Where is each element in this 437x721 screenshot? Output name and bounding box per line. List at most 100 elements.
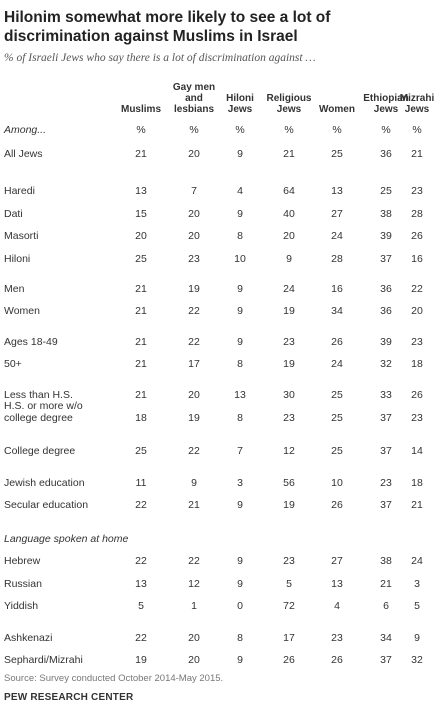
table-cell: 25 xyxy=(331,148,343,160)
table-cell: 34 xyxy=(380,632,392,644)
column-header-line: Jews xyxy=(227,104,253,115)
table-cell: 20 xyxy=(188,230,200,242)
row-label: Women xyxy=(4,305,40,317)
table-cell: 9 xyxy=(237,555,243,567)
table-cell: 5 xyxy=(414,600,420,612)
table-cell: 9 xyxy=(237,208,243,220)
chart-subtitle: % of Israeli Jews who say there is a lot… xyxy=(4,52,316,64)
table-cell: 26 xyxy=(331,499,343,511)
table-cell: 17 xyxy=(188,358,200,370)
column-header: Religious Jews xyxy=(266,93,311,115)
table-cell: 13 xyxy=(234,389,246,401)
table-cell: 19 xyxy=(188,283,200,295)
table-cell: 13 xyxy=(135,578,147,590)
column-header-line: Religious xyxy=(266,93,312,104)
table-cell: 56 xyxy=(283,477,295,489)
table-cell: 72 xyxy=(283,600,295,612)
table-cell: 15 xyxy=(135,208,147,220)
column-header-line: Gay men xyxy=(172,82,216,93)
row-label: Hiloni xyxy=(4,253,31,265)
row-label: Less than H.S. xyxy=(4,389,73,401)
column-header: Gay men and lesbians xyxy=(173,82,215,115)
row-label: Haredi xyxy=(4,185,35,197)
table-cell: 14 xyxy=(411,445,423,457)
table-cell: 3 xyxy=(414,578,420,590)
table-cell: 23 xyxy=(283,336,295,348)
table-cell: 26 xyxy=(411,389,423,401)
table-cell: 8 xyxy=(237,412,243,424)
table-cell: 12 xyxy=(188,578,200,590)
table-cell: 9 xyxy=(237,578,243,590)
table-cell: 4 xyxy=(237,185,243,197)
table-cell: 10 xyxy=(331,477,343,489)
table-cell: 22 xyxy=(135,632,147,644)
table-cell: 22 xyxy=(411,283,423,295)
table-cell: 3 xyxy=(237,477,243,489)
table-cell: 20 xyxy=(283,230,295,242)
table-cell: 18 xyxy=(135,412,147,424)
table-cell: 9 xyxy=(237,336,243,348)
table-cell: 7 xyxy=(237,445,243,457)
table-cell: 24 xyxy=(283,283,295,295)
table-cell: 26 xyxy=(331,336,343,348)
table-cell: 24 xyxy=(331,358,343,370)
table-cell: 25 xyxy=(331,445,343,457)
table-cell: 21 xyxy=(411,148,423,160)
table-cell: 20 xyxy=(135,230,147,242)
table-cell: 20 xyxy=(188,632,200,644)
table-cell: 5 xyxy=(138,600,144,612)
table-cell: 37 xyxy=(380,499,392,511)
table-cell: 64 xyxy=(283,185,295,197)
column-header: Ethiopian Jews xyxy=(363,93,409,115)
row-label: Sephardi/Mizrahi xyxy=(4,654,83,666)
table-cell: 10 xyxy=(234,253,246,265)
table-cell: 5 xyxy=(286,578,292,590)
row-label: College degree xyxy=(4,445,76,457)
table-cell: 36 xyxy=(380,305,392,317)
table-cell: 38 xyxy=(380,208,392,220)
table-cell: 23 xyxy=(283,555,295,567)
row-label: 50+ xyxy=(4,358,22,370)
table-cell: 20 xyxy=(188,208,200,220)
table-cell: 9 xyxy=(237,148,243,160)
table-cell: 21 xyxy=(135,358,147,370)
table-cell: % xyxy=(332,124,342,136)
table-cell: 13 xyxy=(331,578,343,590)
table-cell: 21 xyxy=(380,578,392,590)
table-cell: 19 xyxy=(135,654,147,666)
table-cell: 21 xyxy=(283,148,295,160)
table-cell: 23 xyxy=(283,412,295,424)
table-cell: 21 xyxy=(135,305,147,317)
row-label: Russian xyxy=(4,578,42,590)
column-header-line: Hiloni xyxy=(226,93,254,104)
table-cell: % xyxy=(284,124,294,136)
column-header-line: Mizrahi xyxy=(399,93,435,104)
column-header-line: Muslims xyxy=(120,104,162,115)
column-header-line: and xyxy=(185,93,203,104)
table-cell: 25 xyxy=(380,185,392,197)
table-cell: 23 xyxy=(411,336,423,348)
table-cell: 22 xyxy=(188,305,200,317)
table-cell: 22 xyxy=(188,555,200,567)
table-cell: 20 xyxy=(188,654,200,666)
column-header: Muslims xyxy=(121,104,161,115)
row-label-line: H.S. or more w/o xyxy=(4,400,83,412)
table-cell: 21 xyxy=(135,389,147,401)
table-cell: 26 xyxy=(331,654,343,666)
row-label-line: college degree xyxy=(4,412,73,424)
table-cell: 33 xyxy=(380,389,392,401)
row-label: Among... xyxy=(4,124,47,136)
chart-title: Hilonim somewhat more likely to see a lo… xyxy=(4,9,331,45)
table-cell: 27 xyxy=(331,208,343,220)
table-cell: 21 xyxy=(135,148,147,160)
table-cell: 38 xyxy=(380,555,392,567)
table-cell: 13 xyxy=(135,185,147,197)
table-cell: 16 xyxy=(411,253,423,265)
column-header-line: Jews xyxy=(373,104,399,115)
column-header-line: Jews xyxy=(404,104,430,115)
table-cell: 26 xyxy=(411,230,423,242)
table-cell: 4 xyxy=(334,600,340,612)
row-label: All Jews xyxy=(4,148,43,160)
row-label: Dati xyxy=(4,208,23,220)
table-cell: 28 xyxy=(411,208,423,220)
